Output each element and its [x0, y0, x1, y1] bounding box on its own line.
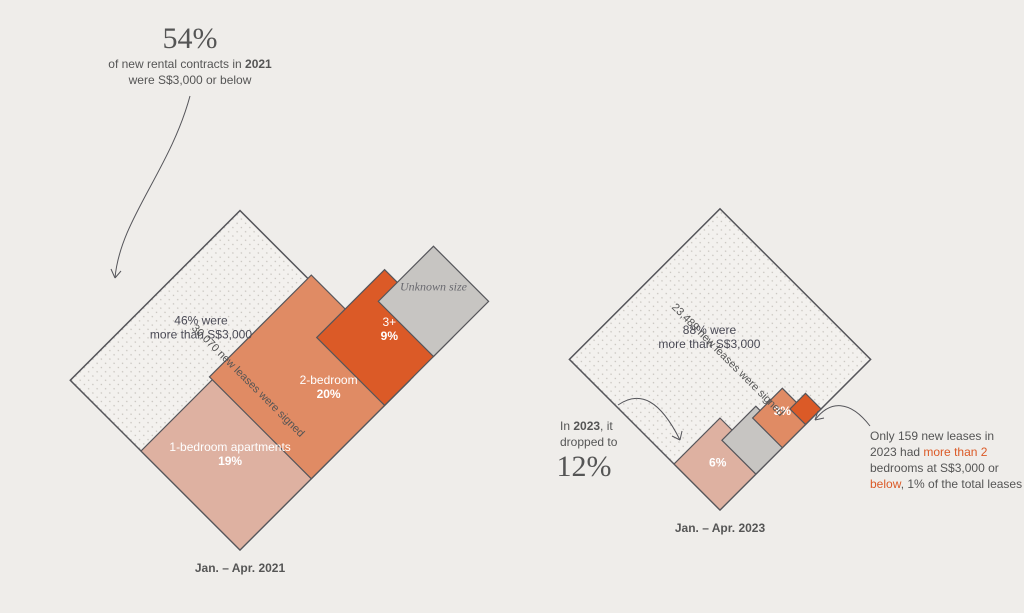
- lbl-bed3: 3+: [382, 315, 396, 329]
- ann-c-l1: Only 159 new leases in: [870, 429, 994, 443]
- ann-b-l1: In 2023, it: [560, 419, 613, 433]
- ann-a-big: 54%: [163, 22, 218, 55]
- lbl-bed2: 2-bedroom: [300, 373, 358, 387]
- ann-c-l2: 2023 had more than 2: [870, 445, 988, 459]
- svg-text:19%: 19%: [218, 454, 242, 468]
- svg-text:20%: 20%: [317, 387, 341, 401]
- ann-c-l3: bedrooms at S$3,000 or: [870, 461, 999, 475]
- caption-2021: Jan. – Apr. 2021: [195, 561, 286, 575]
- lbl-bed1: 1-bedroom apartments: [169, 440, 290, 454]
- chart-2021: [70, 132, 488, 550]
- ann-b-l2: dropped to: [560, 435, 618, 449]
- svg-text:9%: 9%: [381, 329, 399, 343]
- ann-c-l4: below, 1% of the total leases: [870, 477, 1022, 491]
- lbl-unknown: Unknown size: [400, 279, 468, 293]
- caption-2023: Jan. – Apr. 2023: [675, 521, 766, 535]
- infographic-stage: 1-bedroom apartments19% 2-bedroom20% 3+9% U…: [0, 0, 1024, 613]
- ann-a-l1: of new rental contracts in 2021: [108, 57, 272, 71]
- lbl23-6: 6%: [709, 455, 727, 469]
- arrow-c: [815, 406, 870, 426]
- arrow-a: [115, 96, 190, 278]
- ann-b-big: 12%: [557, 450, 612, 483]
- ann-a-l2: were S$3,000 or below: [128, 73, 252, 87]
